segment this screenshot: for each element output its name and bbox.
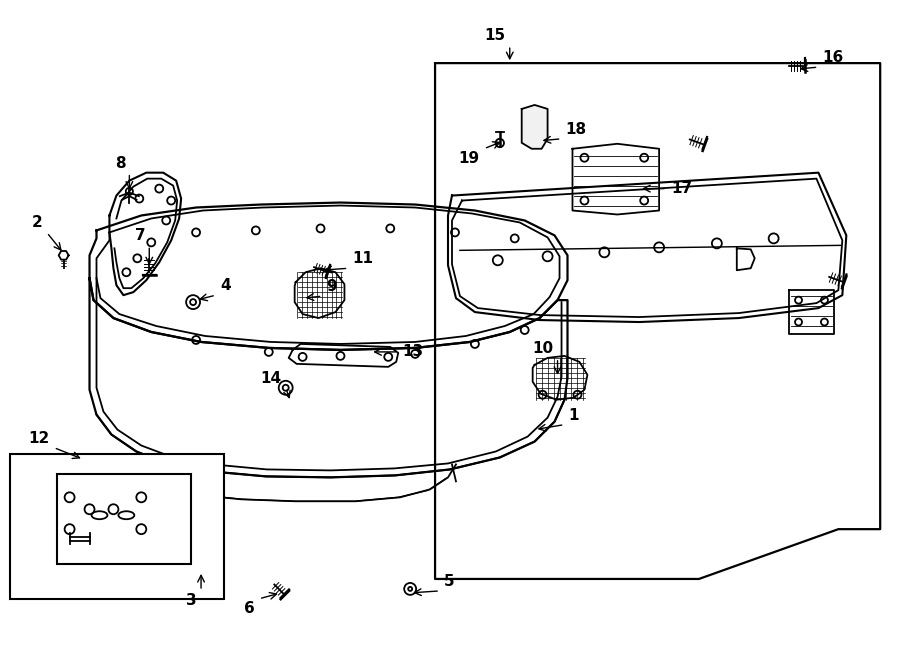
Polygon shape bbox=[522, 105, 547, 149]
Text: 12: 12 bbox=[29, 430, 50, 446]
Text: 19: 19 bbox=[459, 151, 480, 166]
Bar bbox=[57, 475, 191, 564]
Text: 11: 11 bbox=[353, 251, 374, 266]
Text: 6: 6 bbox=[244, 601, 255, 616]
Text: 10: 10 bbox=[533, 341, 554, 356]
Text: 5: 5 bbox=[444, 574, 454, 589]
Text: 1: 1 bbox=[569, 408, 579, 422]
Text: 16: 16 bbox=[823, 50, 843, 65]
Text: 18: 18 bbox=[565, 122, 587, 137]
Text: 9: 9 bbox=[327, 279, 338, 294]
Text: 14: 14 bbox=[261, 371, 282, 386]
Text: 7: 7 bbox=[135, 228, 145, 243]
Text: 3: 3 bbox=[186, 593, 197, 608]
Text: 4: 4 bbox=[220, 278, 230, 293]
Text: 17: 17 bbox=[671, 181, 692, 196]
Text: 15: 15 bbox=[484, 28, 506, 43]
Bar bbox=[10, 455, 224, 599]
Text: 2: 2 bbox=[32, 215, 42, 231]
Text: 13: 13 bbox=[402, 344, 423, 360]
Text: 8: 8 bbox=[114, 156, 125, 171]
